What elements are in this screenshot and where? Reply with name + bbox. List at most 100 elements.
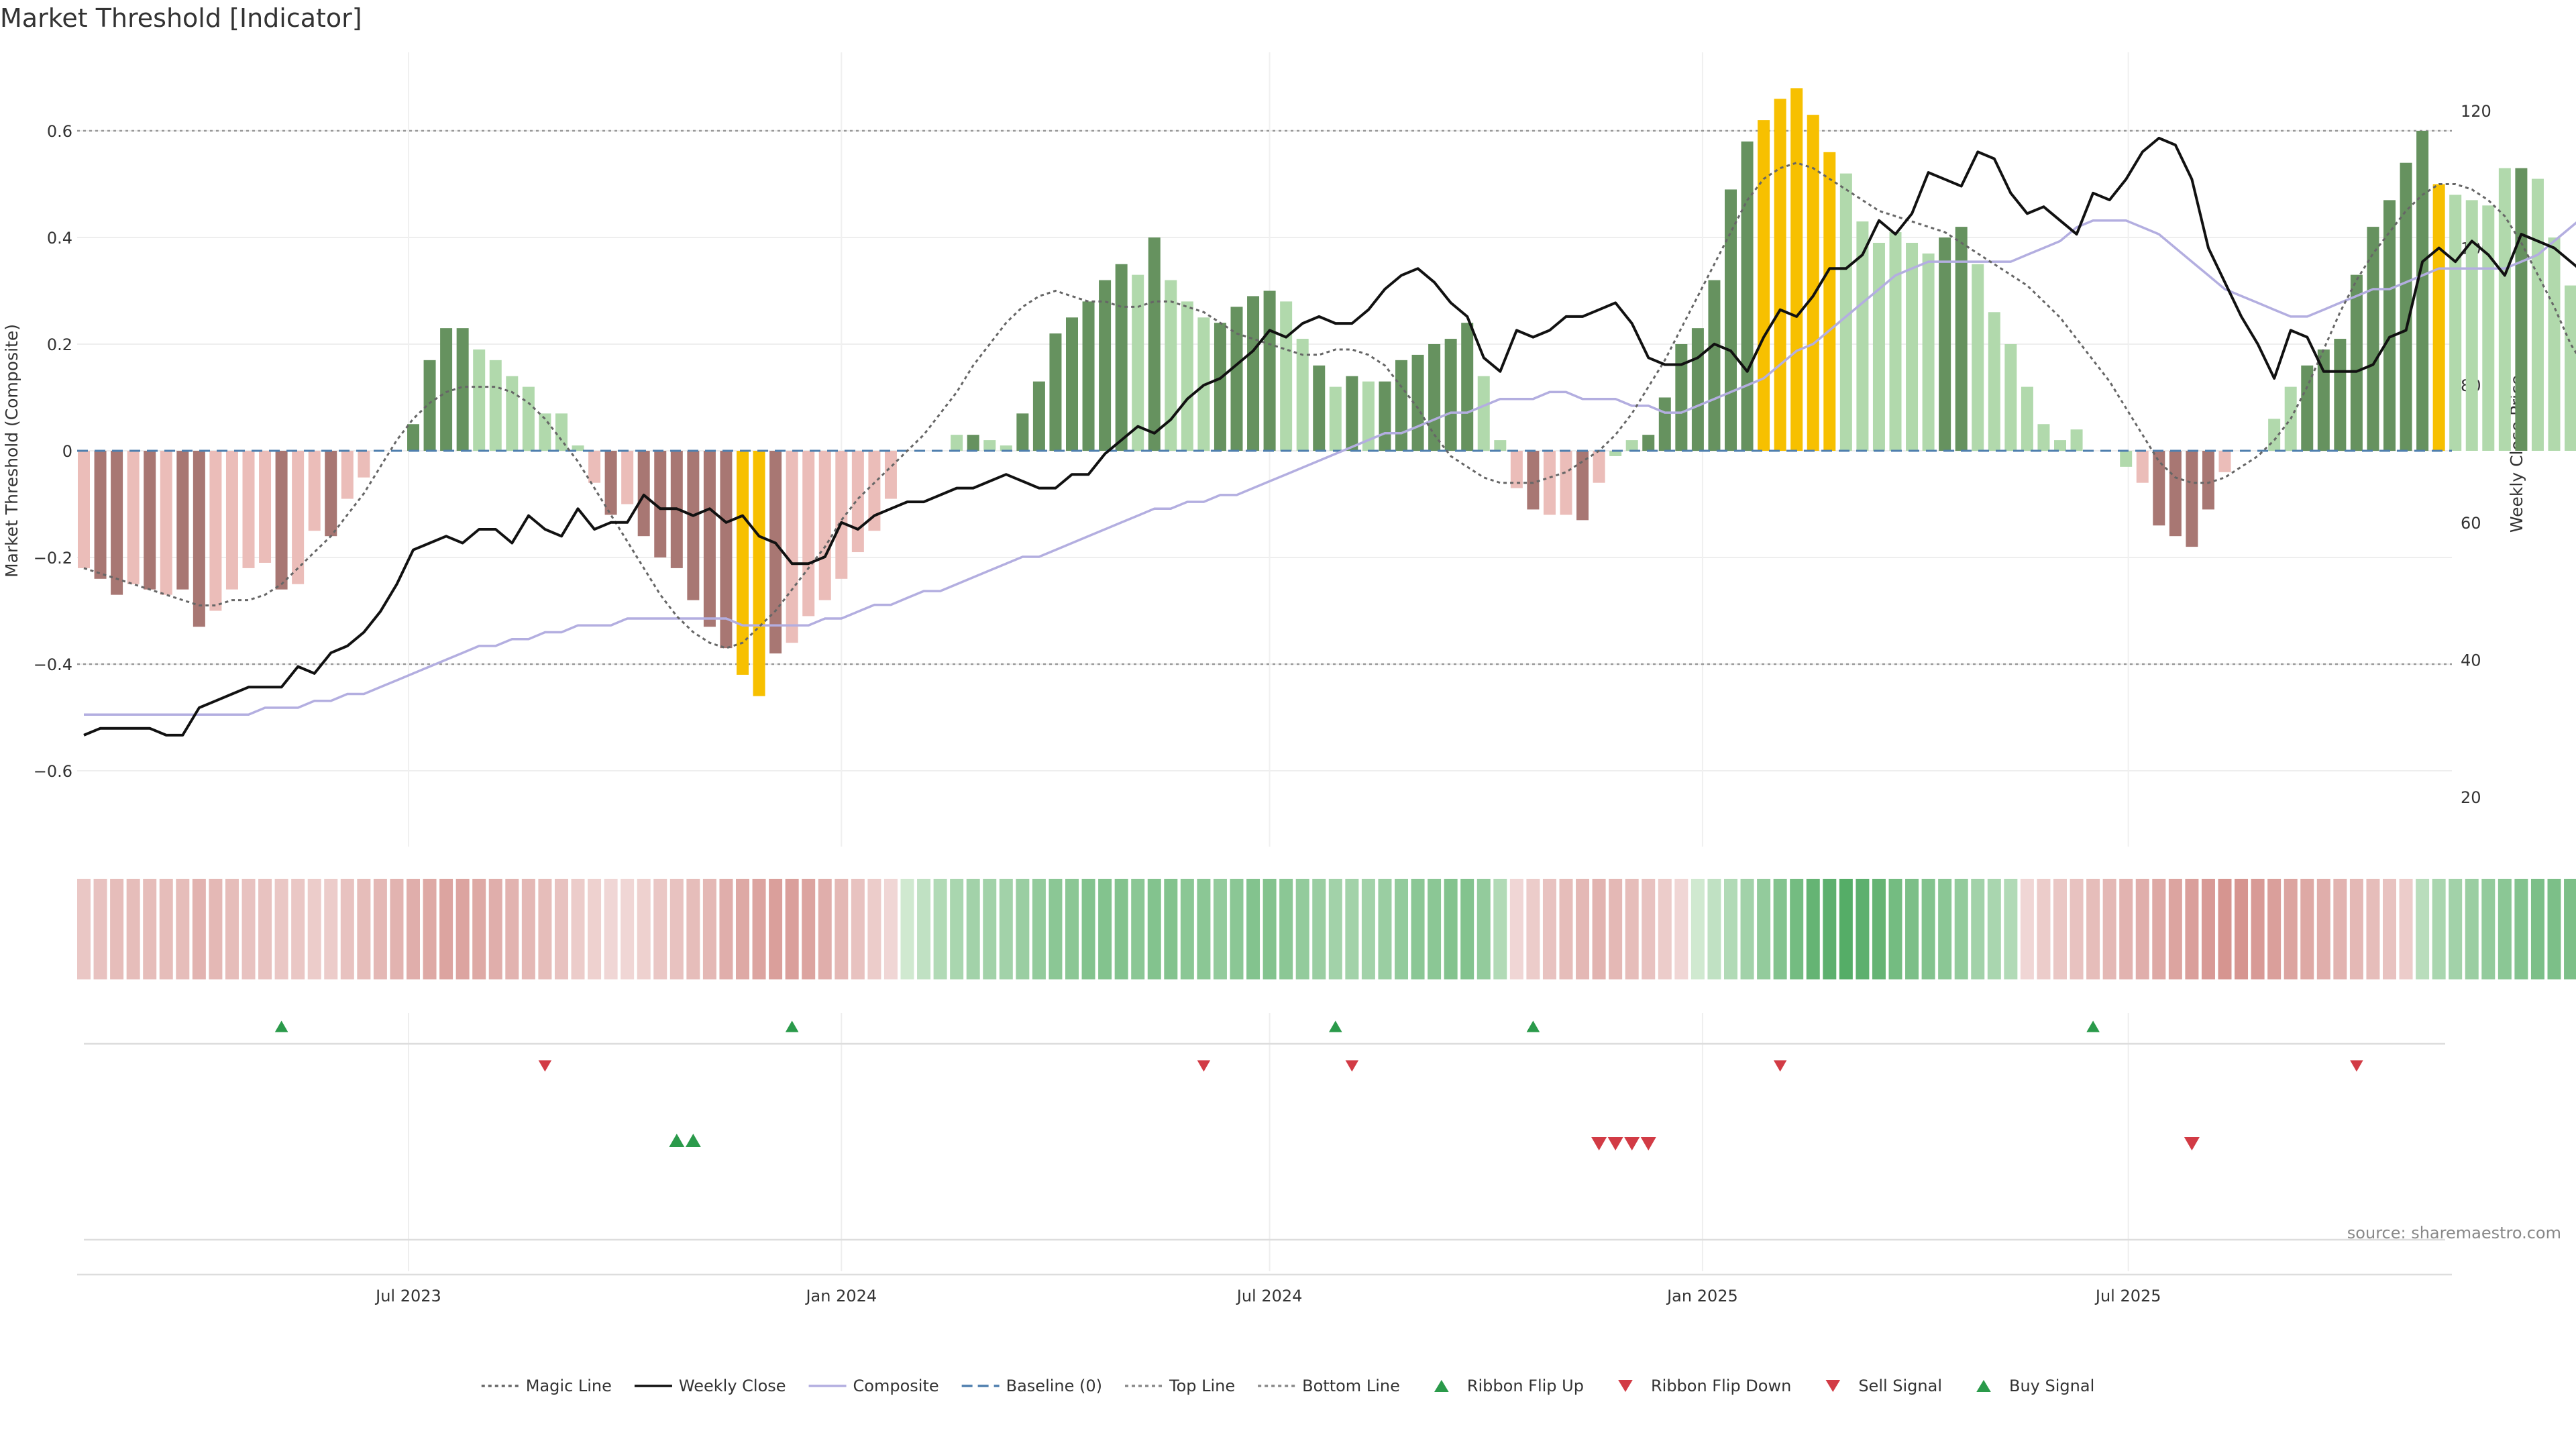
composite-bar [1839, 173, 1852, 451]
composite-bar [489, 360, 502, 451]
composite-bar [1922, 253, 1935, 451]
composite-bar [2432, 184, 2445, 451]
ribbon-cell [950, 879, 964, 979]
ribbon-cell [1609, 879, 1623, 979]
ribbon-cell [1295, 879, 1309, 979]
composite-bar [473, 349, 486, 451]
legend: Magic Line Weekly Close Composite Baseline … [481, 1377, 2094, 1395]
ribbon-cell [604, 879, 618, 979]
ribbon-cell [2004, 879, 2018, 979]
ribbon-cell [390, 879, 404, 979]
composite-bar [572, 445, 584, 451]
ribbon-cell [1740, 879, 1754, 979]
ribbon-cell [999, 879, 1013, 979]
composite-bar [2120, 451, 2133, 467]
composite-bar [2218, 451, 2231, 472]
ribbon-cell [554, 879, 568, 979]
ribbon-cell [2235, 879, 2249, 979]
ribbon-cell [1477, 879, 1491, 979]
composite-bar [2186, 451, 2198, 547]
legend-label: Top Line [1169, 1377, 1235, 1395]
composite-bar [2070, 429, 2083, 451]
composite-bar [2416, 131, 2429, 451]
legend-item: Bottom Line [1258, 1377, 1400, 1395]
ribbon-cell [423, 879, 437, 979]
composite-bar [127, 451, 140, 584]
composite-bar [1247, 296, 1260, 451]
ribbon-cell [1098, 879, 1112, 979]
ribbon-cell [1724, 879, 1737, 979]
ribbon-cell [1971, 879, 1985, 979]
ribbon-cell [1016, 879, 1030, 979]
legend-swatch [1976, 1380, 1991, 1392]
ribbon-cell [1773, 879, 1787, 979]
composite-bar [1790, 88, 1803, 451]
ribbon-cell [1493, 879, 1507, 979]
composite-bar [802, 451, 815, 616]
composite-bar [1296, 339, 1309, 451]
composite-bar [292, 451, 305, 584]
composite-bar [818, 451, 831, 600]
ribbon-cell [2070, 879, 2084, 979]
ribbon-cell [2514, 879, 2528, 979]
composite-bar [1889, 232, 1902, 451]
composite-bar [983, 440, 996, 451]
composite-bar [1313, 365, 1326, 451]
ribbon-cell [307, 879, 321, 979]
sell-signal-marker [1640, 1137, 1656, 1150]
ribbon-cell [2152, 879, 2166, 979]
ribbon-cell [209, 879, 223, 979]
composite-bar [1165, 280, 1177, 451]
legend-item: Weekly Close [634, 1377, 786, 1395]
ribbon-cell [1674, 879, 1688, 979]
source-label: source: sharemaestro.com [2347, 1224, 2561, 1242]
composite-bar [1560, 451, 1572, 515]
ribbon-cell [1625, 879, 1639, 979]
composite-bar [111, 451, 123, 595]
composite-bar [1955, 227, 1968, 451]
sell-signal-marker [2184, 1137, 2200, 1150]
legend-item: Buy Signal [1976, 1377, 2094, 1395]
ribbon-cell [2201, 879, 2215, 979]
legend-label: Sell Signal [1858, 1377, 1942, 1395]
composite-bar [951, 435, 963, 451]
ribbon-cell [719, 879, 733, 979]
ribbon-cell [2481, 879, 2496, 979]
composite-bar [160, 451, 172, 595]
ribbon-cell [1592, 879, 1606, 979]
composite-bar [341, 451, 354, 499]
ribbon-cell [2185, 879, 2199, 979]
ribbon-cell [736, 879, 749, 979]
ribbon-cell [1690, 879, 1705, 979]
composite-bar [967, 435, 979, 451]
composite-bar [1032, 381, 1045, 451]
composite-bar [1263, 290, 1276, 451]
composite-bar [2531, 178, 2544, 451]
composite-bar [1181, 301, 1193, 451]
legend-swatch [1825, 1380, 1841, 1392]
composite-bar [1016, 413, 1029, 451]
composite-bar [2317, 349, 2330, 451]
ribbon-cell [867, 879, 881, 979]
legend-label: Weekly Close [679, 1377, 786, 1395]
composite-bar [2037, 424, 2050, 451]
ribbon-cell [472, 879, 486, 979]
ribbon-cell [966, 879, 980, 979]
ribbon-cell [1246, 879, 1260, 979]
ribbon-cell [2284, 879, 2298, 979]
ribbon-cell [1806, 879, 1820, 979]
composite-bar [1329, 386, 1342, 451]
ribbon-flip-up-marker [274, 1020, 288, 1032]
ribbon-cell [2399, 879, 2413, 979]
composite-bar [456, 328, 469, 451]
ribbon-cell [621, 879, 635, 979]
x-tick-label: Jan 2025 [1666, 1287, 1738, 1305]
ribbon-cell [1428, 879, 1442, 979]
ribbon-cell [538, 879, 552, 979]
composite-bar [1494, 440, 1507, 451]
composite-bar [1675, 344, 1688, 451]
composite-bar [1576, 451, 1589, 521]
ribbon-cell [1460, 879, 1474, 979]
ribbon-cell [2498, 879, 2512, 979]
composite-bar [1428, 344, 1441, 451]
